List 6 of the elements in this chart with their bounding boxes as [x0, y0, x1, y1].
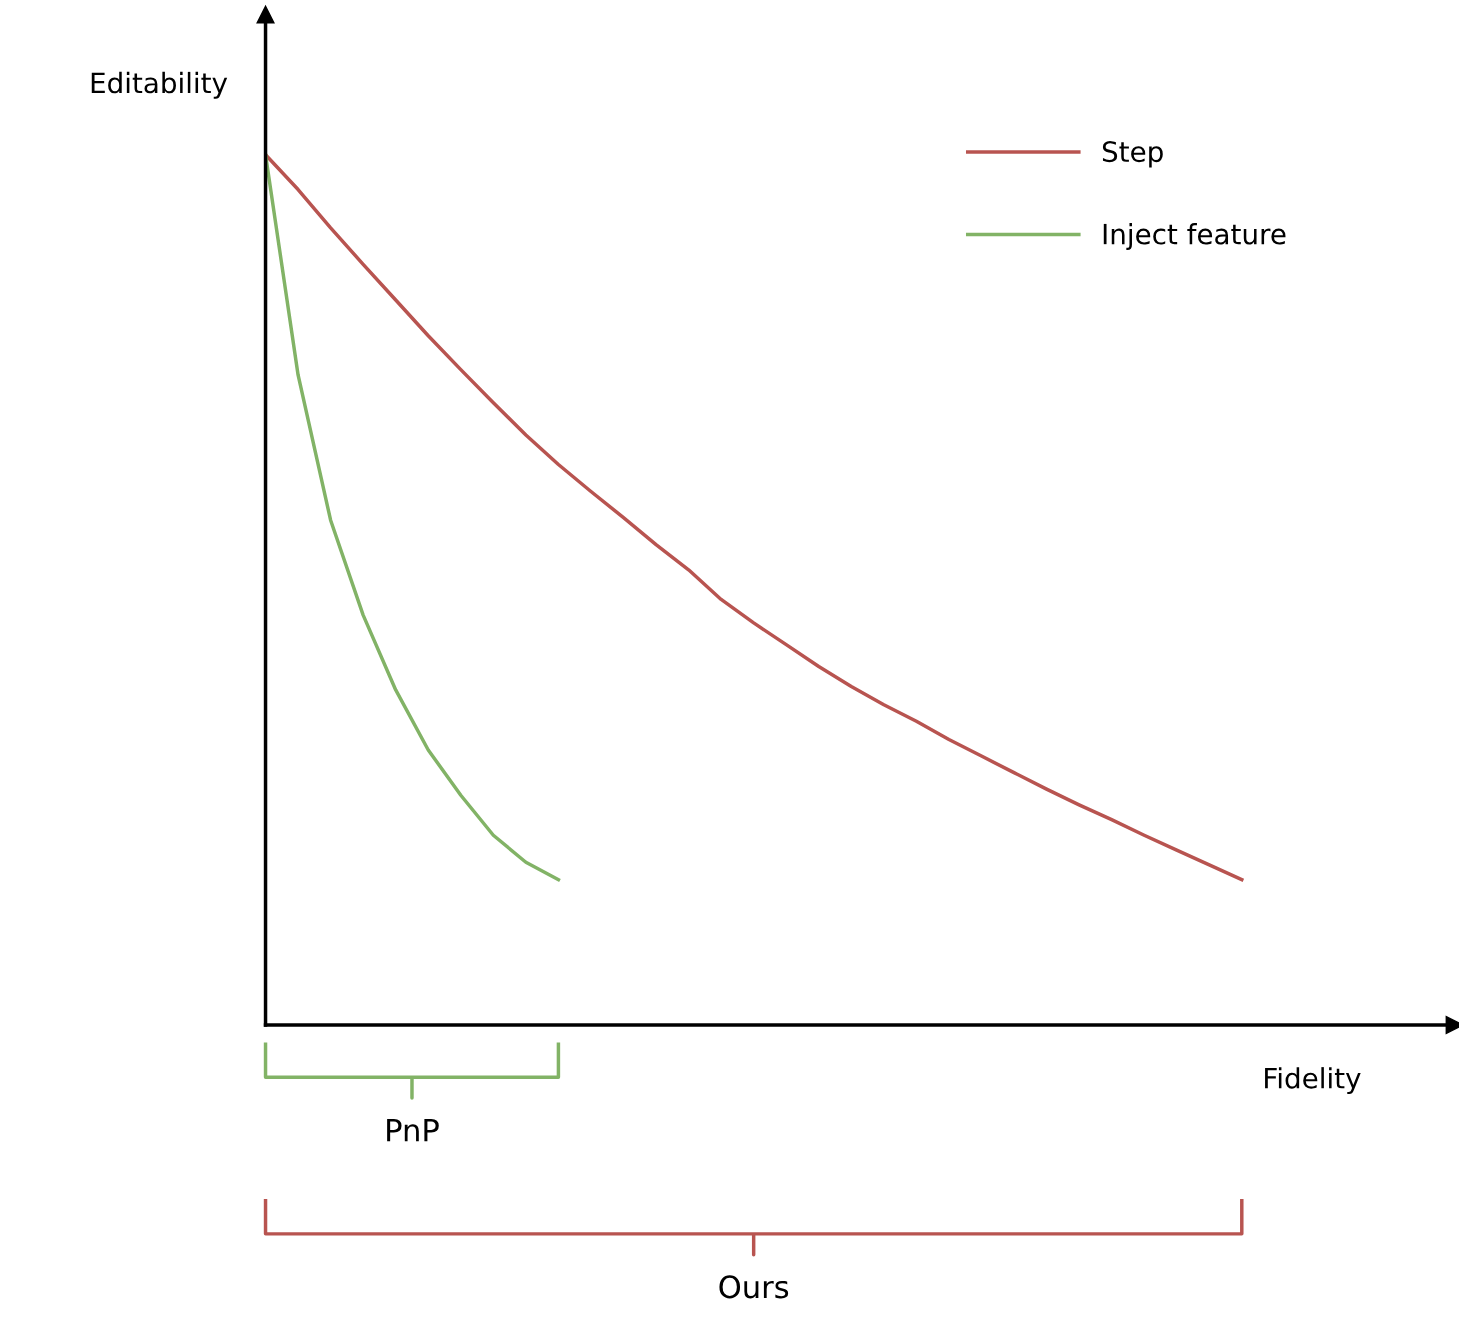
y-axis-title: Editability — [91, 71, 228, 99]
legend-label: Step — [1102, 141, 1163, 168]
x-axis-title: Fidelity — [1265, 1067, 1361, 1095]
text: Ours — [719, 1275, 789, 1299]
text: PnP — [387, 1119, 439, 1142]
legend-label: Inject feature — [1103, 223, 1286, 250]
